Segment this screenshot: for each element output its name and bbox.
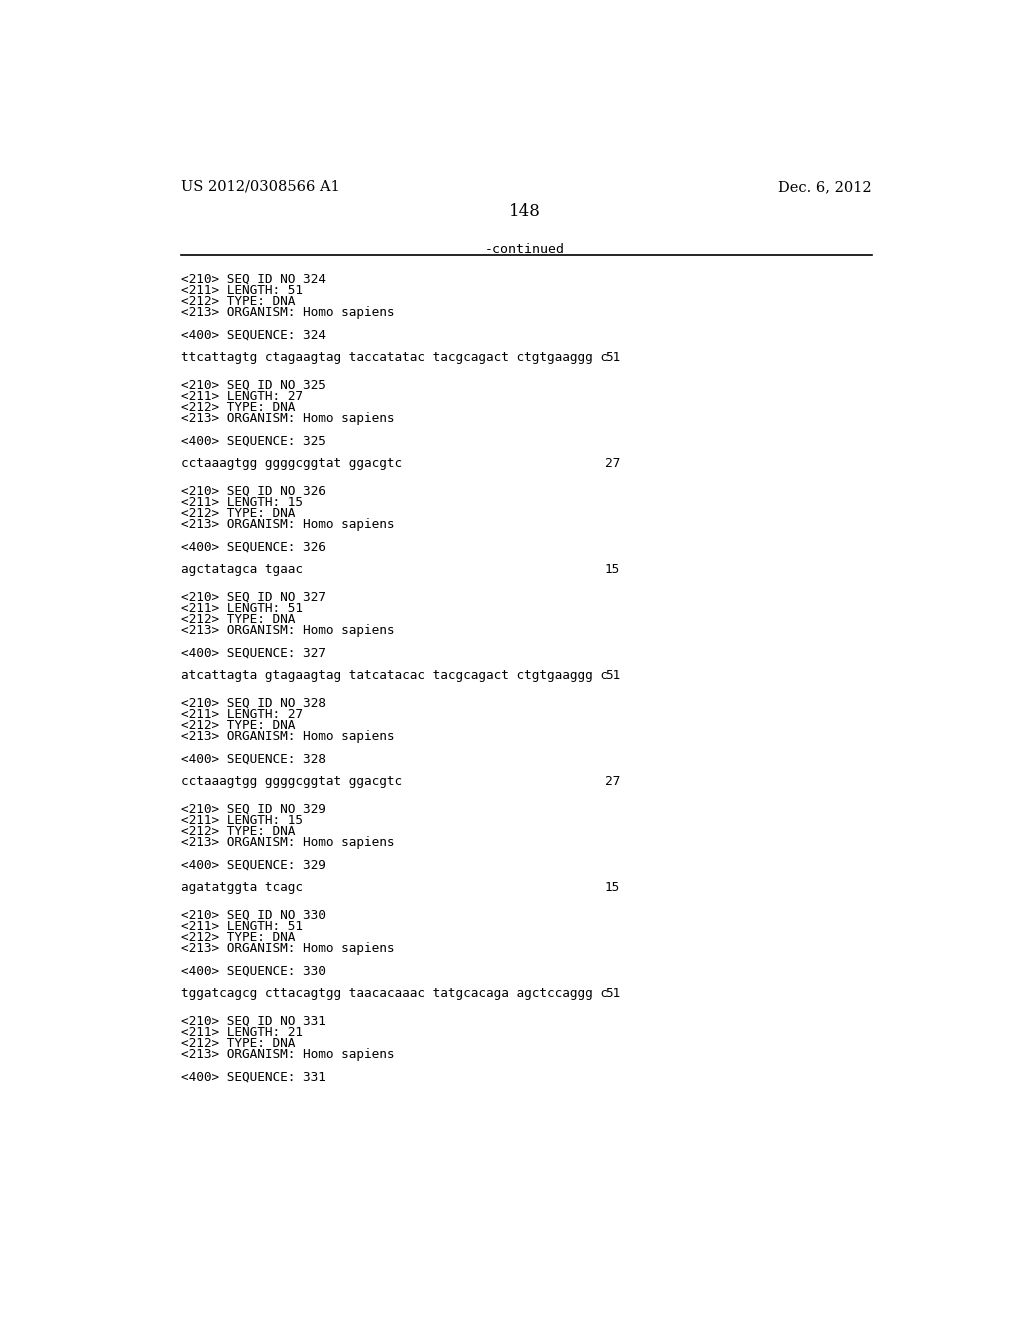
Text: 27: 27 [604, 457, 620, 470]
Text: <211> LENGTH: 15: <211> LENGTH: 15 [180, 814, 303, 826]
Text: <210> SEQ ID NO 324: <210> SEQ ID NO 324 [180, 272, 326, 285]
Text: <400> SEQUENCE: 328: <400> SEQUENCE: 328 [180, 752, 326, 766]
Text: <213> ORGANISM: Homo sapiens: <213> ORGANISM: Homo sapiens [180, 624, 394, 638]
Text: cctaaagtgg ggggcggtat ggacgtc: cctaaagtgg ggggcggtat ggacgtc [180, 775, 401, 788]
Text: 27: 27 [604, 775, 620, 788]
Text: <213> ORGANISM: Homo sapiens: <213> ORGANISM: Homo sapiens [180, 412, 394, 425]
Text: <213> ORGANISM: Homo sapiens: <213> ORGANISM: Homo sapiens [180, 306, 394, 319]
Text: Dec. 6, 2012: Dec. 6, 2012 [778, 180, 872, 194]
Text: <400> SEQUENCE: 325: <400> SEQUENCE: 325 [180, 434, 326, 447]
Text: 51: 51 [604, 351, 620, 363]
Text: <210> SEQ ID NO 328: <210> SEQ ID NO 328 [180, 697, 326, 710]
Text: <211> LENGTH: 51: <211> LENGTH: 51 [180, 602, 303, 615]
Text: <213> ORGANISM: Homo sapiens: <213> ORGANISM: Homo sapiens [180, 1048, 394, 1061]
Text: atcattagta gtagaagtag tatcatacac tacgcagact ctgtgaaggg c: atcattagta gtagaagtag tatcatacac tacgcag… [180, 669, 607, 681]
Text: <211> LENGTH: 21: <211> LENGTH: 21 [180, 1026, 303, 1039]
Text: <213> ORGANISM: Homo sapiens: <213> ORGANISM: Homo sapiens [180, 730, 394, 743]
Text: <213> ORGANISM: Homo sapiens: <213> ORGANISM: Homo sapiens [180, 942, 394, 956]
Text: <210> SEQ ID NO 329: <210> SEQ ID NO 329 [180, 803, 326, 816]
Text: agatatggta tcagc: agatatggta tcagc [180, 880, 303, 894]
Text: 51: 51 [604, 987, 620, 1001]
Text: <212> TYPE: DNA: <212> TYPE: DNA [180, 825, 295, 838]
Text: <400> SEQUENCE: 324: <400> SEQUENCE: 324 [180, 329, 326, 341]
Text: <210> SEQ ID NO 325: <210> SEQ ID NO 325 [180, 379, 326, 392]
Text: <212> TYPE: DNA: <212> TYPE: DNA [180, 294, 295, 308]
Text: <400> SEQUENCE: 330: <400> SEQUENCE: 330 [180, 965, 326, 978]
Text: <400> SEQUENCE: 329: <400> SEQUENCE: 329 [180, 858, 326, 871]
Text: <213> ORGANISM: Homo sapiens: <213> ORGANISM: Homo sapiens [180, 836, 394, 849]
Text: 51: 51 [604, 669, 620, 681]
Text: 15: 15 [604, 562, 620, 576]
Text: <400> SEQUENCE: 326: <400> SEQUENCE: 326 [180, 540, 326, 553]
Text: <212> TYPE: DNA: <212> TYPE: DNA [180, 1038, 295, 1051]
Text: <212> TYPE: DNA: <212> TYPE: DNA [180, 507, 295, 520]
Text: <211> LENGTH: 27: <211> LENGTH: 27 [180, 389, 303, 403]
Text: -continued: -continued [484, 243, 565, 256]
Text: 15: 15 [604, 880, 620, 894]
Text: tggatcagcg cttacagtgg taacacaaac tatgcacaga agctccaggg c: tggatcagcg cttacagtgg taacacaaac tatgcac… [180, 987, 607, 1001]
Text: <210> SEQ ID NO 327: <210> SEQ ID NO 327 [180, 590, 326, 603]
Text: <210> SEQ ID NO 326: <210> SEQ ID NO 326 [180, 484, 326, 498]
Text: <211> LENGTH: 51: <211> LENGTH: 51 [180, 920, 303, 933]
Text: <212> TYPE: DNA: <212> TYPE: DNA [180, 612, 295, 626]
Text: <210> SEQ ID NO 330: <210> SEQ ID NO 330 [180, 908, 326, 921]
Text: agctatagca tgaac: agctatagca tgaac [180, 562, 303, 576]
Text: <212> TYPE: DNA: <212> TYPE: DNA [180, 931, 295, 944]
Text: <211> LENGTH: 51: <211> LENGTH: 51 [180, 284, 303, 297]
Text: US 2012/0308566 A1: US 2012/0308566 A1 [180, 180, 339, 194]
Text: <212> TYPE: DNA: <212> TYPE: DNA [180, 719, 295, 733]
Text: ttcattagtg ctagaagtag taccatatac tacgcagact ctgtgaaggg c: ttcattagtg ctagaagtag taccatatac tacgcag… [180, 351, 607, 363]
Text: <213> ORGANISM: Homo sapiens: <213> ORGANISM: Homo sapiens [180, 517, 394, 531]
Text: <210> SEQ ID NO 331: <210> SEQ ID NO 331 [180, 1015, 326, 1028]
Text: 148: 148 [509, 203, 541, 220]
Text: cctaaagtgg ggggcggtat ggacgtc: cctaaagtgg ggggcggtat ggacgtc [180, 457, 401, 470]
Text: <400> SEQUENCE: 327: <400> SEQUENCE: 327 [180, 647, 326, 660]
Text: <212> TYPE: DNA: <212> TYPE: DNA [180, 401, 295, 413]
Text: <211> LENGTH: 27: <211> LENGTH: 27 [180, 708, 303, 721]
Text: <400> SEQUENCE: 331: <400> SEQUENCE: 331 [180, 1071, 326, 1084]
Text: <211> LENGTH: 15: <211> LENGTH: 15 [180, 496, 303, 508]
